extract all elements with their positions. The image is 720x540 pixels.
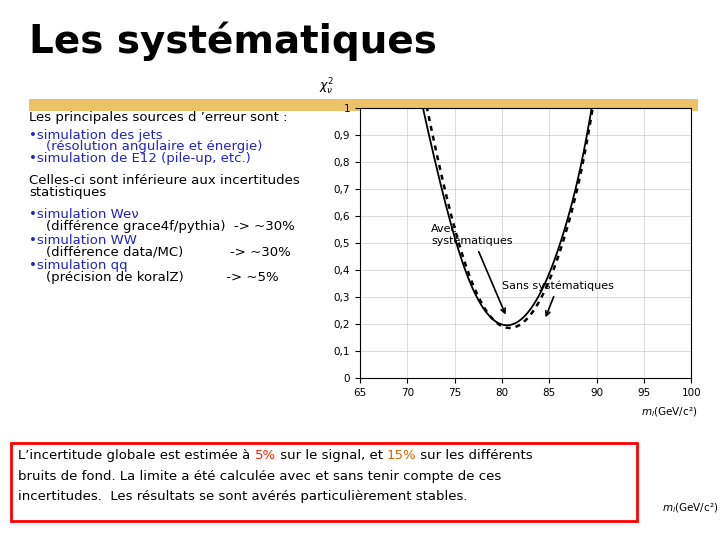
Text: (résolution angulaire et énergie): (résolution angulaire et énergie) — [29, 140, 262, 153]
Text: bruits de fond. La limite a été calculée avec et sans tenir compte de ces: bruits de fond. La limite a été calculée… — [18, 470, 501, 483]
Text: Les systématiques: Les systématiques — [29, 22, 436, 61]
Text: statistiques: statistiques — [29, 186, 106, 199]
Text: •simulation Weν: •simulation Weν — [29, 208, 138, 221]
Text: Celles-ci sont inférieure aux incertitudes: Celles-ci sont inférieure aux incertitud… — [29, 174, 300, 187]
Text: Les principales sources d ’erreur sont :: Les principales sources d ’erreur sont : — [29, 111, 287, 124]
Text: (différence data/MC)           -> ~30%: (différence data/MC) -> ~30% — [29, 246, 291, 259]
Text: $\chi^2_\nu$: $\chi^2_\nu$ — [319, 77, 335, 97]
Text: Sans systématiques: Sans systématiques — [502, 281, 614, 316]
Text: 15%: 15% — [387, 449, 416, 462]
FancyBboxPatch shape — [29, 99, 698, 111]
Text: $m_l$(GeV/c²): $m_l$(GeV/c²) — [642, 405, 698, 418]
Text: $m_l$(GeV/c²): $m_l$(GeV/c²) — [662, 501, 719, 515]
Text: •simulation WW: •simulation WW — [29, 234, 137, 247]
Text: sur le signal, et: sur le signal, et — [276, 449, 387, 462]
Bar — [11, 443, 637, 521]
Text: 5%: 5% — [254, 449, 276, 462]
Text: sur les différents: sur les différents — [416, 449, 533, 462]
Text: L’incertitude globale est estimée à: L’incertitude globale est estimée à — [18, 449, 254, 462]
Text: •simulation des jets: •simulation des jets — [29, 129, 163, 141]
Text: •simulation qq: •simulation qq — [29, 259, 127, 272]
Text: incertitudes.  Les résultats se sont avérés particulièrement stables.: incertitudes. Les résultats se sont avér… — [18, 490, 467, 503]
Text: (précision de koralZ)          -> ~5%: (précision de koralZ) -> ~5% — [29, 271, 279, 284]
Text: •simulation de E12 (pile-up, etc.): •simulation de E12 (pile-up, etc.) — [29, 152, 251, 165]
Text: (différence grace4f/pythia)  -> ~30%: (différence grace4f/pythia) -> ~30% — [29, 220, 294, 233]
Text: Avec
systématiques: Avec systématiques — [431, 224, 513, 313]
